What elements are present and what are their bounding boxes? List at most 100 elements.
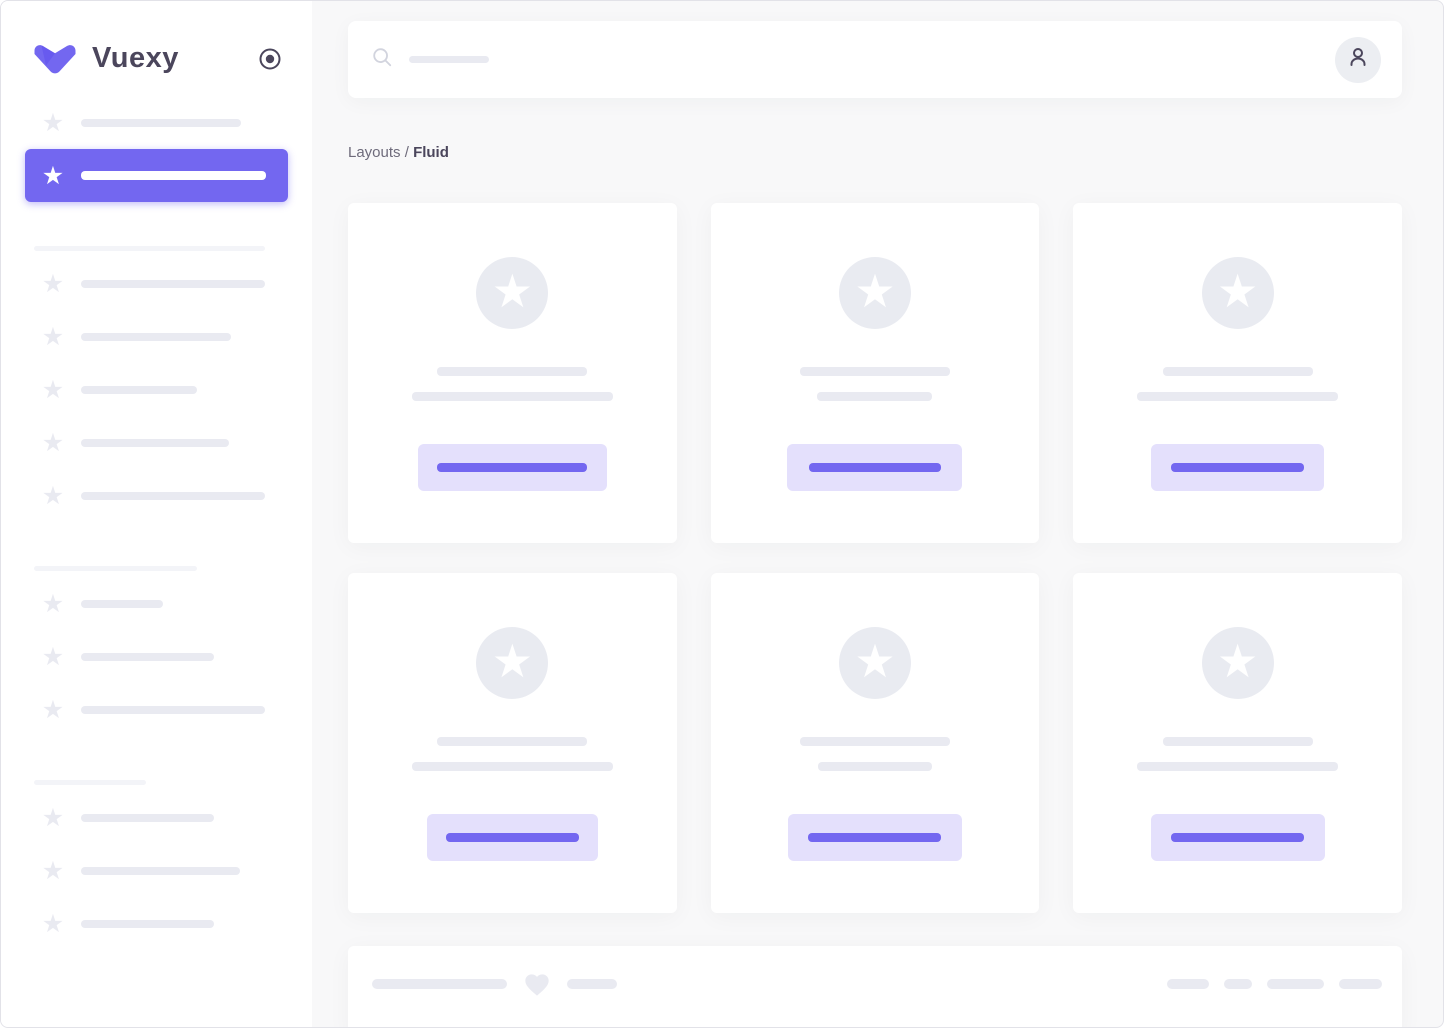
star-icon: ★ — [1217, 265, 1259, 317]
card: ★ — [1073, 203, 1402, 543]
breadcrumb: Layouts / Fluid — [348, 144, 1402, 161]
card-action-button[interactable] — [1151, 444, 1325, 491]
search-placeholder-bar — [409, 56, 489, 63]
card-avatar: ★ — [1201, 627, 1274, 699]
star-icon: ★ — [41, 108, 65, 137]
card-title-placeholder — [1162, 737, 1313, 746]
sidebar-item-label-placeholder — [81, 652, 214, 661]
sidebar-item[interactable]: ★ — [25, 96, 288, 149]
sidebar-item-label-placeholder — [81, 332, 231, 341]
button-label-placeholder — [808, 833, 942, 842]
card-avatar: ★ — [476, 257, 549, 329]
card-title-placeholder — [437, 737, 588, 746]
star-icon: ★ — [41, 856, 65, 885]
search-input[interactable] — [371, 46, 1335, 73]
sidebar-item-label-placeholder — [81, 438, 229, 447]
star-icon: ★ — [491, 635, 533, 687]
card: ★ — [348, 203, 677, 543]
sidebar-nav: ★ ★ ★ ★ ★ ★ ★ ★ ★ ★ ★ ★ ★ — [1, 96, 312, 950]
breadcrumb-parent[interactable]: Layouts — [348, 144, 401, 161]
footer-left — [372, 971, 617, 997]
card-action-button[interactable] — [1150, 814, 1325, 861]
card-avatar: ★ — [838, 257, 911, 329]
card-avatar: ★ — [838, 627, 911, 699]
star-icon: ★ — [41, 322, 65, 351]
card-action-button[interactable] — [787, 814, 962, 861]
topbar — [348, 21, 1402, 98]
star-icon: ★ — [41, 428, 65, 457]
heart-icon — [523, 971, 551, 997]
card-action-button[interactable] — [426, 814, 598, 861]
sidebar-section-divider — [34, 780, 146, 785]
card-action-button[interactable] — [787, 444, 963, 491]
footer-link-placeholder — [1224, 979, 1252, 989]
breadcrumb-separator: / — [400, 144, 414, 161]
sidebar-item[interactable]: ★ — [25, 683, 288, 736]
card-title-placeholder — [437, 367, 588, 376]
star-icon: ★ — [41, 642, 65, 671]
sidebar-item-label-placeholder — [81, 866, 240, 875]
vuexy-v-logo-icon — [31, 42, 79, 76]
sidebar-item[interactable]: ★ — [25, 577, 288, 630]
sidebar-section-divider — [34, 246, 265, 251]
card-subtitle-placeholder — [411, 762, 613, 771]
sidebar-item-label-placeholder — [81, 171, 266, 180]
card-avatar: ★ — [1201, 257, 1274, 329]
button-label-placeholder — [1171, 833, 1305, 842]
star-icon: ★ — [41, 375, 65, 404]
button-label-placeholder — [437, 463, 588, 472]
breadcrumb-current: Fluid — [413, 144, 449, 161]
star-icon: ★ — [41, 161, 65, 190]
cards-grid: ★ ★ ★ ★ ★ — [348, 203, 1402, 913]
sidebar-item[interactable]: ★ — [25, 844, 288, 897]
card: ★ — [1073, 573, 1402, 913]
button-label-placeholder — [1171, 463, 1305, 472]
sidebar-item-label-placeholder — [81, 491, 265, 500]
star-icon: ★ — [1217, 635, 1259, 687]
star-icon: ★ — [41, 481, 65, 510]
main-area: Layouts / Fluid ★ ★ ★ ★ — [312, 1, 1443, 1027]
sidebar-item-label-placeholder — [81, 919, 214, 928]
sidebar-item[interactable]: ★ — [25, 363, 288, 416]
sidebar-header: Vuexy — [1, 1, 312, 86]
sidebar-item[interactable]: ★ — [25, 310, 288, 363]
sidebar-item-label-placeholder — [81, 599, 163, 608]
card-title-placeholder — [799, 367, 950, 376]
sidebar-item[interactable]: ★ — [25, 630, 288, 683]
footer-link-placeholder — [1167, 979, 1209, 989]
card: ★ — [710, 573, 1040, 913]
sidebar-item[interactable]: ★ — [25, 791, 288, 844]
sidebar-item-label-placeholder — [81, 279, 265, 288]
footer-card — [348, 946, 1402, 1027]
button-label-placeholder — [808, 463, 941, 472]
footer-link-placeholder — [1267, 979, 1324, 989]
card-avatar: ★ — [476, 627, 549, 699]
footer-link-placeholder — [1339, 979, 1382, 989]
star-icon: ★ — [41, 803, 65, 832]
person-icon — [1346, 45, 1370, 74]
star-icon: ★ — [41, 589, 65, 618]
sidebar-item[interactable]: ★ — [25, 469, 288, 522]
star-icon: ★ — [491, 265, 533, 317]
card-subtitle-placeholder — [817, 392, 933, 401]
card-title-placeholder — [799, 737, 950, 746]
sidebar-item[interactable]: ★ — [25, 897, 288, 950]
star-icon: ★ — [854, 635, 896, 687]
card-subtitle-placeholder — [1137, 762, 1339, 771]
card-subtitle-placeholder — [1137, 392, 1339, 401]
sidebar-item[interactable]: ★ — [25, 149, 288, 202]
sidebar-item[interactable]: ★ — [25, 257, 288, 310]
radio-dot-icon[interactable] — [258, 47, 282, 71]
user-avatar-button[interactable] — [1335, 36, 1381, 83]
footer-text-placeholder — [567, 979, 617, 989]
sidebar-item[interactable]: ★ — [25, 416, 288, 469]
star-icon: ★ — [41, 695, 65, 724]
card-action-button[interactable] — [417, 444, 607, 491]
star-icon: ★ — [41, 269, 65, 298]
button-label-placeholder — [445, 833, 579, 842]
footer-text-placeholder — [372, 979, 507, 989]
sidebar: Vuexy ★ ★ ★ ★ ★ ★ ★ ★ ★ — [1, 1, 312, 1027]
star-icon: ★ — [854, 265, 896, 317]
card: ★ — [348, 573, 677, 913]
